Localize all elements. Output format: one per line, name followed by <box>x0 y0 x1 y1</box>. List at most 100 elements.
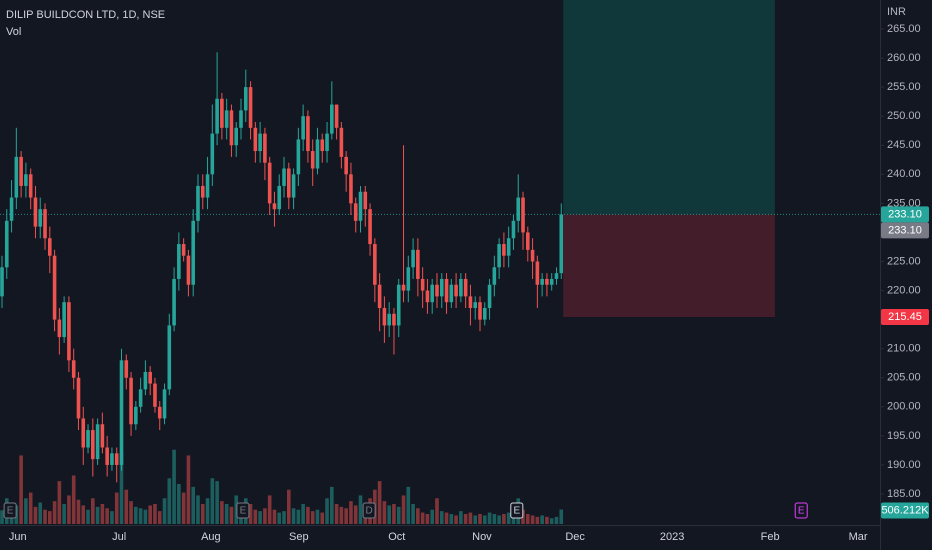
volume-bar <box>320 512 325 524</box>
candle-body <box>143 371 148 390</box>
candle-body <box>425 290 430 303</box>
volume-bar <box>406 486 411 524</box>
candle-body <box>0 267 4 297</box>
volume-bar <box>143 509 148 524</box>
candle-body <box>449 284 454 303</box>
currency-label: INR <box>887 6 906 18</box>
volume-bar <box>401 495 406 524</box>
volume-bar <box>416 508 420 524</box>
volume-bar <box>33 506 38 524</box>
volume-bar <box>100 504 105 524</box>
candle-body <box>282 168 286 186</box>
volume-bar <box>325 498 329 524</box>
event-badge: E <box>236 502 250 519</box>
x-tick-label: Nov <box>472 531 492 543</box>
candle-body <box>315 139 320 169</box>
event-badge-label: E <box>7 506 14 517</box>
volume-bar <box>186 455 191 524</box>
candle-body <box>444 278 449 303</box>
target-zone <box>563 0 775 215</box>
candle-body <box>492 267 497 285</box>
candle-body <box>263 133 267 163</box>
volume-bar <box>296 509 301 524</box>
volume-bar <box>502 514 506 524</box>
y-tick-label: 195.00 <box>887 430 921 442</box>
stop-label: 215.45 <box>888 311 922 323</box>
candle-body <box>177 244 181 279</box>
candle-body <box>14 156 19 198</box>
volume-bar <box>387 505 391 524</box>
candle-body <box>416 249 420 279</box>
volume-bar <box>43 509 47 524</box>
candle-body <box>363 191 368 210</box>
volume-bar <box>0 510 4 524</box>
volume-bar <box>86 509 90 524</box>
volume-bar <box>28 492 33 524</box>
candle-body <box>267 162 272 204</box>
candle-body <box>4 220 9 268</box>
candle-body <box>57 319 62 338</box>
candle-body <box>153 383 157 407</box>
volume-bar <box>277 512 282 524</box>
volume-bar <box>396 506 401 524</box>
volume-bar <box>344 508 348 524</box>
candle-body <box>420 278 425 291</box>
volume-bar <box>540 515 544 524</box>
candle-body <box>463 278 468 297</box>
candle-body <box>373 244 377 285</box>
volume-label: 506.212K <box>881 504 929 516</box>
x-tick-label: Sep <box>289 531 309 543</box>
entry-label: 233.10 <box>888 224 922 236</box>
volume-bar <box>95 506 100 524</box>
candle-body <box>411 249 415 268</box>
candle-body <box>229 110 234 146</box>
candle-body <box>19 156 23 186</box>
candle-body <box>76 377 81 419</box>
volume-bar <box>234 495 239 524</box>
candle-body <box>200 185 205 198</box>
candle-body <box>9 197 14 221</box>
volume-bar <box>119 452 124 524</box>
candle-body <box>468 296 473 308</box>
candle-body <box>196 185 200 221</box>
event-badge-label: D <box>365 506 372 517</box>
candle-body <box>215 98 219 134</box>
candle-body <box>406 267 411 291</box>
candle-body <box>277 185 282 210</box>
volume-bar <box>267 495 272 524</box>
candle-body <box>162 389 167 419</box>
volume-bar <box>129 501 133 524</box>
volume-bar <box>91 498 95 524</box>
candle-body <box>540 278 544 285</box>
volume-bar <box>76 499 81 524</box>
y-tick-label: 260.00 <box>887 52 921 64</box>
y-tick-label: 265.00 <box>887 23 921 35</box>
candle-body <box>487 284 492 308</box>
candle-body <box>138 389 143 407</box>
volume-bar <box>425 514 430 524</box>
candle-body <box>545 278 549 285</box>
candle-body <box>43 209 47 239</box>
volume-bar <box>248 504 253 524</box>
event-badge-box <box>362 502 376 519</box>
candle-body <box>86 430 90 448</box>
event-badge-box <box>510 502 524 519</box>
volume-bar <box>430 509 434 524</box>
candle-body <box>296 139 301 175</box>
volume-bar <box>377 481 382 524</box>
volume-bar <box>554 516 559 524</box>
volume-label-bg <box>881 502 929 519</box>
candle-body <box>482 308 487 320</box>
candle-body <box>330 104 334 134</box>
volume-bar <box>172 449 176 524</box>
candle-body <box>272 203 277 210</box>
event-badge: D <box>362 502 376 519</box>
candle-body <box>186 255 191 285</box>
x-tick-label: Jul <box>112 531 126 543</box>
candle-body <box>459 278 463 297</box>
candle-body <box>554 273 559 279</box>
candle-body <box>339 127 344 157</box>
volume-bar <box>291 508 296 524</box>
candle-body <box>129 377 133 425</box>
